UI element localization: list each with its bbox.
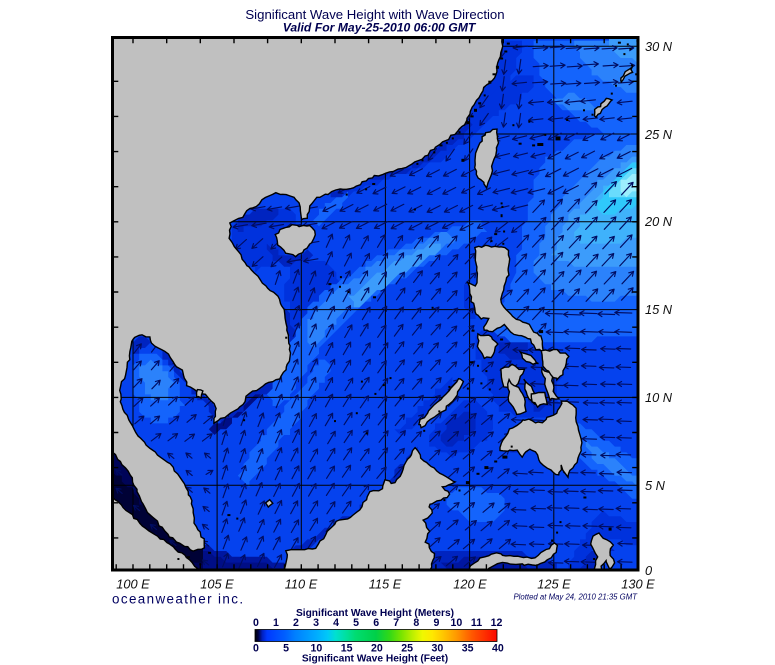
svg-text:35: 35	[462, 643, 474, 655]
svg-text:1: 1	[273, 617, 279, 629]
svg-text:20 N: 20 N	[644, 214, 673, 229]
svg-text:25 N: 25 N	[644, 127, 673, 142]
svg-text:0: 0	[253, 643, 259, 655]
svg-text:100 E: 100 E	[116, 577, 150, 592]
svg-text:110 E: 110 E	[285, 577, 318, 592]
svg-text:115 E: 115 E	[369, 577, 402, 592]
svg-text:4: 4	[333, 617, 339, 629]
svg-text:5: 5	[353, 617, 359, 629]
svg-text:130 E: 130 E	[621, 577, 655, 592]
svg-text:25: 25	[401, 643, 413, 655]
svg-text:11: 11	[471, 617, 482, 629]
svg-text:10: 10	[451, 617, 463, 629]
svg-text:Plotted at May 24, 2010 21:35: Plotted at May 24, 2010 21:35 GMT	[513, 593, 638, 602]
svg-text:120 E: 120 E	[453, 577, 487, 592]
svg-text:5 N: 5 N	[645, 478, 666, 493]
svg-text:30 N: 30 N	[645, 39, 673, 54]
svg-text:7: 7	[393, 617, 399, 629]
svg-text:6: 6	[373, 617, 379, 629]
svg-text:10 N: 10 N	[645, 390, 673, 405]
svg-text:5: 5	[283, 643, 289, 655]
svg-text:40: 40	[492, 643, 504, 655]
svg-text:125 E: 125 E	[537, 577, 571, 592]
svg-text:Significant Wave Height (Meter: Significant Wave Height (Meters)	[296, 608, 454, 619]
svg-text:Significant Wave Height (Feet): Significant Wave Height (Feet)	[302, 654, 448, 665]
svg-text:0: 0	[645, 563, 653, 578]
svg-text:15 N: 15 N	[645, 302, 673, 317]
svg-text:12: 12	[491, 617, 503, 629]
svg-text:20: 20	[371, 643, 383, 655]
svg-text:10: 10	[311, 643, 323, 655]
svg-text:0: 0	[253, 617, 259, 629]
svg-text:oceanweather inc.: oceanweather inc.	[112, 592, 244, 607]
svg-text:105 E: 105 E	[200, 577, 234, 592]
svg-text:3: 3	[313, 617, 319, 629]
svg-text:2: 2	[293, 617, 299, 629]
svg-text:9: 9	[433, 617, 439, 629]
svg-text:30: 30	[432, 643, 444, 655]
svg-text:15: 15	[341, 643, 353, 655]
svg-text:Valid For May-25-2010 06:00 GM: Valid For May-25-2010 06:00 GMT	[283, 21, 477, 35]
svg-text:8: 8	[413, 617, 419, 629]
svg-text:Significant Wave Height with W: Significant Wave Height with Wave Direct…	[245, 7, 504, 22]
